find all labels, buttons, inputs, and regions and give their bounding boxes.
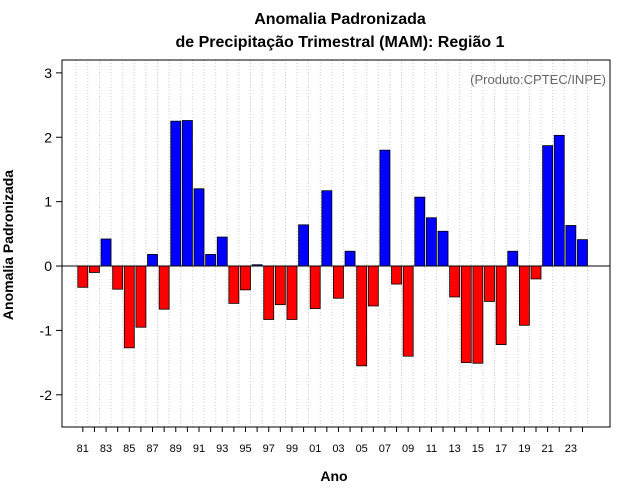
bar-85 <box>123 265 135 349</box>
bar-15 <box>472 265 484 364</box>
bar-17 <box>495 265 507 345</box>
x-tick-label: 19 <box>518 443 530 455</box>
x-tick-label: 95 <box>239 443 251 455</box>
bar-83 <box>100 238 112 267</box>
bar-95 <box>240 265 251 291</box>
x-tick-label: 21 <box>541 443 553 455</box>
x-tick-label: 17 <box>495 443 507 455</box>
y-tick-label: -2 <box>40 387 53 403</box>
bar-12 <box>437 230 449 267</box>
bar-03 <box>333 265 344 299</box>
bar-07 <box>379 149 391 267</box>
bar-92 <box>205 254 217 267</box>
chart-title-line1: Anomalia Padronizada <box>254 11 426 28</box>
bar-18 <box>507 250 519 267</box>
y-tick-label: 3 <box>44 65 52 81</box>
x-tick-label: 23 <box>565 443 577 455</box>
chart-title-line2: de Precipitação Trimestral (MAM): Região… <box>176 34 505 51</box>
plot-frame <box>61 59 611 428</box>
x-tick-label: 91 <box>193 443 205 455</box>
x-axis: 81 83 85 87 89 91 93 95 97 99 01 03 05 07 09 11 13 15 17 19… <box>77 427 583 455</box>
x-tick-label: 85 <box>123 443 135 455</box>
x-tick-label: 93 <box>216 443 228 455</box>
x-tick-label: 05 <box>356 443 368 455</box>
x-tick-label: 89 <box>170 443 182 455</box>
bar-21 <box>542 145 554 267</box>
y-tick-label: 2 <box>44 129 52 145</box>
bar-86 <box>135 265 147 328</box>
bar-04 <box>344 250 356 267</box>
x-tick-label: 01 <box>309 443 321 455</box>
credit-text: (Produto:CPTEC/INPE) <box>470 72 606 87</box>
bar-11 <box>426 217 437 267</box>
bar-97 <box>263 265 275 320</box>
y-tick-label: -1 <box>40 322 53 338</box>
bar-02 <box>321 190 333 267</box>
bar-89 <box>170 120 182 267</box>
y-axis-label: Anomalia Padronizada <box>0 170 16 320</box>
x-axis-label: Ano <box>320 468 347 484</box>
bar-06 <box>367 265 379 307</box>
bar-16 <box>484 265 495 302</box>
bar-22 <box>553 134 565 267</box>
x-tick-label: 97 <box>263 443 275 455</box>
x-tick-label: 83 <box>100 443 112 455</box>
bar-09 <box>402 265 414 357</box>
x-tick-label: 03 <box>332 443 344 455</box>
bar-19 <box>518 265 530 326</box>
bar-14 <box>460 265 472 364</box>
x-tick-label: 99 <box>286 443 298 455</box>
x-tick-label: 81 <box>77 443 89 455</box>
x-tick-label: 87 <box>146 443 158 455</box>
bar-20 <box>530 265 542 280</box>
bar-88 <box>158 265 170 310</box>
y-tick-label: 0 <box>44 258 52 274</box>
bar-00 <box>298 224 309 267</box>
bar-24 <box>577 239 588 267</box>
bar-93 <box>216 236 228 267</box>
bars <box>77 120 588 367</box>
bar-87 <box>147 254 158 267</box>
bar-84 <box>112 265 124 290</box>
y-tick-label: 1 <box>44 194 52 210</box>
bar-10 <box>414 196 426 267</box>
bar-98 <box>274 265 286 306</box>
x-tick-label: 13 <box>449 443 461 455</box>
bar-01 <box>309 265 321 309</box>
x-tick-label: 07 <box>379 443 391 455</box>
x-tick-label: 11 <box>426 443 437 455</box>
x-tick-label: 15 <box>472 443 484 455</box>
bar-82 <box>89 265 100 273</box>
x-tick-label: 09 <box>402 443 414 455</box>
y-axis: -2 -1 0 1 2 3 <box>40 65 62 403</box>
bar-94 <box>228 265 240 304</box>
bar-05 <box>356 265 368 367</box>
bar-23 <box>565 225 577 267</box>
bar-99 <box>286 265 298 320</box>
bar-08 <box>391 265 402 285</box>
bar-81 <box>77 265 89 288</box>
bar-90 <box>181 120 193 267</box>
bar-13 <box>449 265 461 298</box>
bar-91 <box>193 188 205 267</box>
